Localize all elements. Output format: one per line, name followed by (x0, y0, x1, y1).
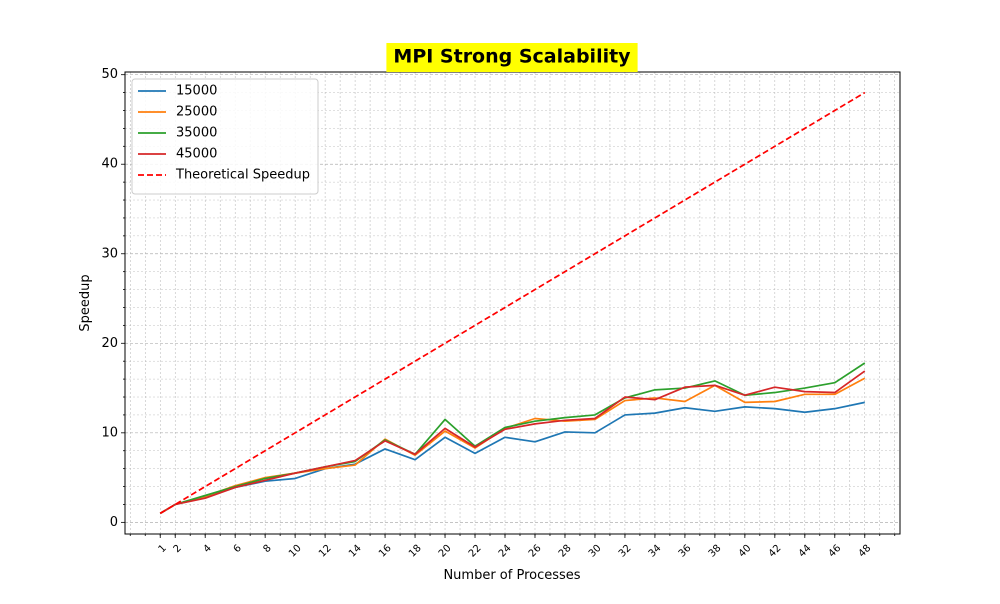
legend-label: 35000 (176, 126, 217, 141)
legend-box (131, 78, 319, 195)
y-tick-label: 0 (110, 515, 118, 530)
series-lines (159, 91, 866, 515)
y-axis-label: Speedup (78, 274, 93, 331)
y-tick-label: 10 (101, 425, 118, 440)
legend-label: Theoretical Speedup (175, 168, 310, 183)
series-line (159, 91, 866, 515)
x-axis-label: Number of Processes (443, 568, 580, 583)
legend: 15000 25000 35000 45000 Theoretical Speedup (131, 78, 319, 195)
legend-label: 45000 (176, 147, 217, 162)
chart-title: MPI Strong Scalability (393, 46, 631, 68)
y-tick-label: 20 (101, 336, 118, 351)
y-tick-label: 40 (101, 157, 118, 172)
y-tick-label: 50 (101, 67, 118, 82)
series-line (159, 401, 865, 515)
series-line (159, 370, 866, 515)
legend-label: 25000 (176, 105, 217, 120)
legend-label: 15000 (176, 84, 217, 99)
title-highlight (386, 43, 638, 72)
y-tick-label: 30 (101, 246, 118, 261)
